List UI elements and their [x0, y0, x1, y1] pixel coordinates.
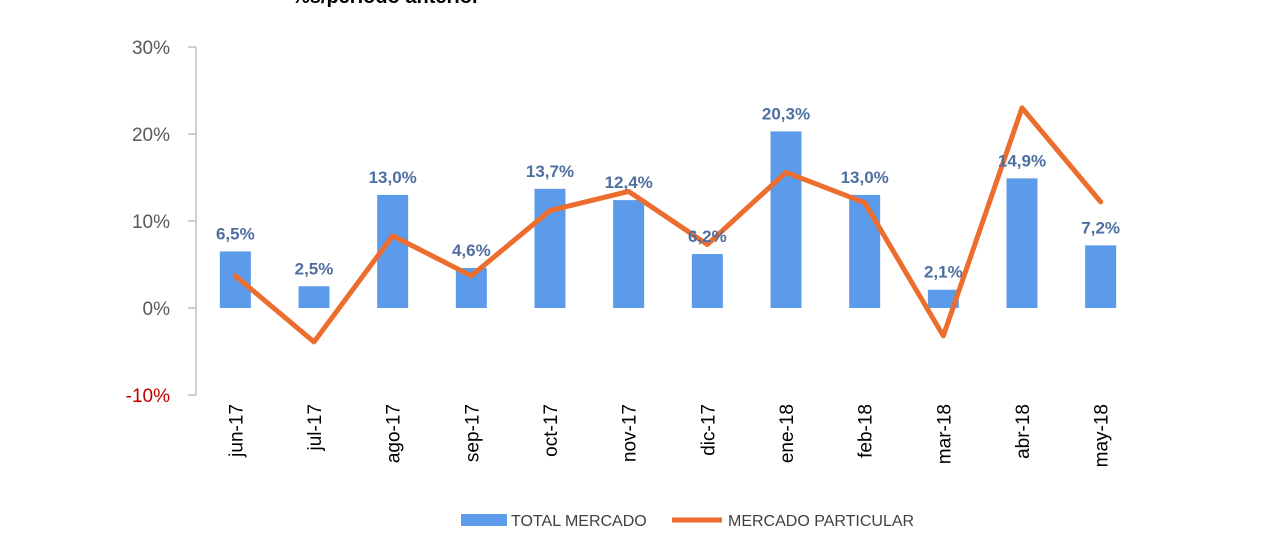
x-tick-label: dic-17 [698, 404, 719, 456]
x-tick-label: mar-18 [934, 404, 955, 464]
line-mercado-particular [232, 105, 1104, 345]
data-label: 20,3% [762, 104, 810, 123]
y-tick-label: 0% [143, 299, 171, 320]
x-tick-label: may-18 [1092, 404, 1113, 467]
legend-label: TOTAL MERCADO [511, 513, 647, 530]
data-label: 7,2% [1081, 218, 1120, 237]
legend: TOTAL MERCADO MERCADO PARTICULAR [461, 513, 914, 530]
data-label: 6,5% [216, 224, 255, 243]
bar [1085, 245, 1117, 308]
series-line [232, 105, 1104, 345]
bar [298, 286, 330, 308]
legend-label: MERCADO PARTICULAR [728, 513, 914, 530]
data-label: 14,9% [998, 151, 1046, 170]
y-tick-label: 30% [132, 38, 170, 59]
bar [219, 251, 251, 308]
bar [613, 200, 645, 308]
data-label: 2,1% [924, 263, 963, 282]
y-tick-label: 10% [132, 212, 170, 233]
x-tick-label: abr-18 [1013, 404, 1034, 459]
chart-title: %s/período anterior [292, 0, 480, 9]
bar [1006, 178, 1038, 308]
x-tick-label: feb-18 [856, 404, 877, 458]
y-tick-label: -10% [126, 386, 170, 407]
data-label: 13,0% [369, 168, 417, 187]
data-label: 4,6% [452, 241, 491, 260]
data-label: 12,4% [605, 173, 653, 192]
bars-total-mercado [219, 131, 1117, 308]
bar [927, 289, 959, 308]
x-tick-label: sep-17 [462, 404, 483, 462]
x-tick-label: jul-17 [305, 404, 326, 451]
x-tick-label: ago-17 [384, 404, 405, 463]
data-label: 6,2% [688, 227, 727, 246]
x-tick-label: jun-17 [226, 404, 247, 458]
x-tick-label: ene-18 [777, 404, 798, 463]
x-tick-label: nov-17 [620, 404, 641, 462]
x-tick-label: oct-17 [541, 404, 562, 457]
bar [849, 194, 881, 308]
bar [770, 131, 802, 308]
bar [691, 254, 723, 308]
data-label: 2,5% [295, 259, 334, 278]
data-labels: 6,5% 2,5% 13,0% 4,6% 13,7% 12,4% 6,2% 20,3% 13,0… [216, 104, 1120, 281]
data-label: 13,7% [526, 162, 574, 181]
data-label: 13,0% [841, 168, 889, 187]
axes: 30% 20% 10% 0% -10% jun-17 jul-17 ago-17 sep-17 o… [126, 38, 1113, 467]
legend-swatch-bar [461, 514, 507, 526]
y-tick-label: 20% [132, 125, 170, 146]
